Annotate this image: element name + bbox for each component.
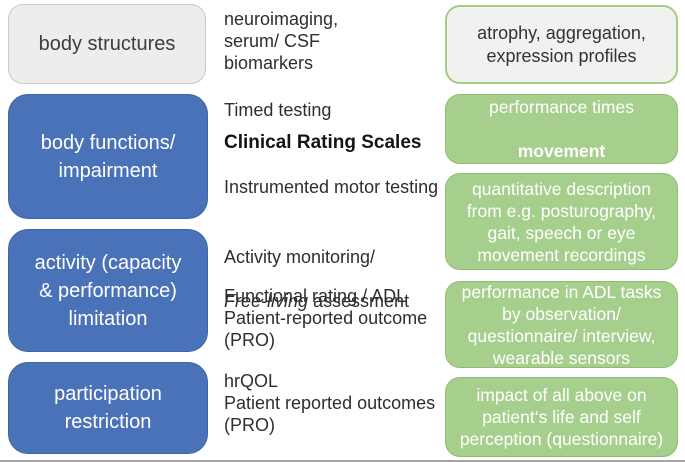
performance-times-line1: performance times	[489, 97, 634, 117]
figure-bottom-rule	[0, 460, 685, 462]
label-activity-monitoring: Activity monitoring/ Free-living assessm…	[224, 224, 449, 312]
label-hrqol-pro: hrQOL Patient reported outcomes (PRO)	[224, 371, 436, 435]
label-clinical-rating-scales: Clinical Rating Scales	[224, 132, 422, 153]
label-instrumented-motor-testing: Instrumented motor testing	[224, 177, 439, 197]
label-timed-testing: Timed testing	[224, 100, 332, 120]
box-impact-perception: impact of all above on patient‘s life an…	[445, 377, 678, 457]
activity-monitoring-line1: Activity monitoring/	[224, 247, 376, 267]
box-atrophy-aggregation: atrophy, aggregation, expression profile…	[445, 5, 678, 84]
performance-times-text: performance times movement characteristi…	[454, 74, 669, 184]
box-body-functions-impairment: body functions/ impairment	[8, 94, 208, 219]
box-activity-limitation: activity (capacity & performance) limita…	[8, 229, 208, 352]
free-living-italic: Free-living	[224, 291, 309, 311]
box-body-structures: body structures	[8, 4, 206, 84]
box-performance-times: performance times movement characteristi…	[445, 94, 678, 183]
label-biomarkers: neuroimaging, serum/ CSF biomarkers	[224, 9, 339, 73]
box-participation-restriction: participation restriction	[8, 362, 208, 454]
assessment-rest: assessment	[308, 291, 410, 311]
label-functional-rating-pro: Functional rating / ADL Patient-reported…	[224, 286, 428, 350]
box-quantitative-description: quantitative description from e.g. postu…	[445, 173, 678, 270]
box-adl-performance: performance in ADL tasks by observation/…	[445, 281, 678, 368]
